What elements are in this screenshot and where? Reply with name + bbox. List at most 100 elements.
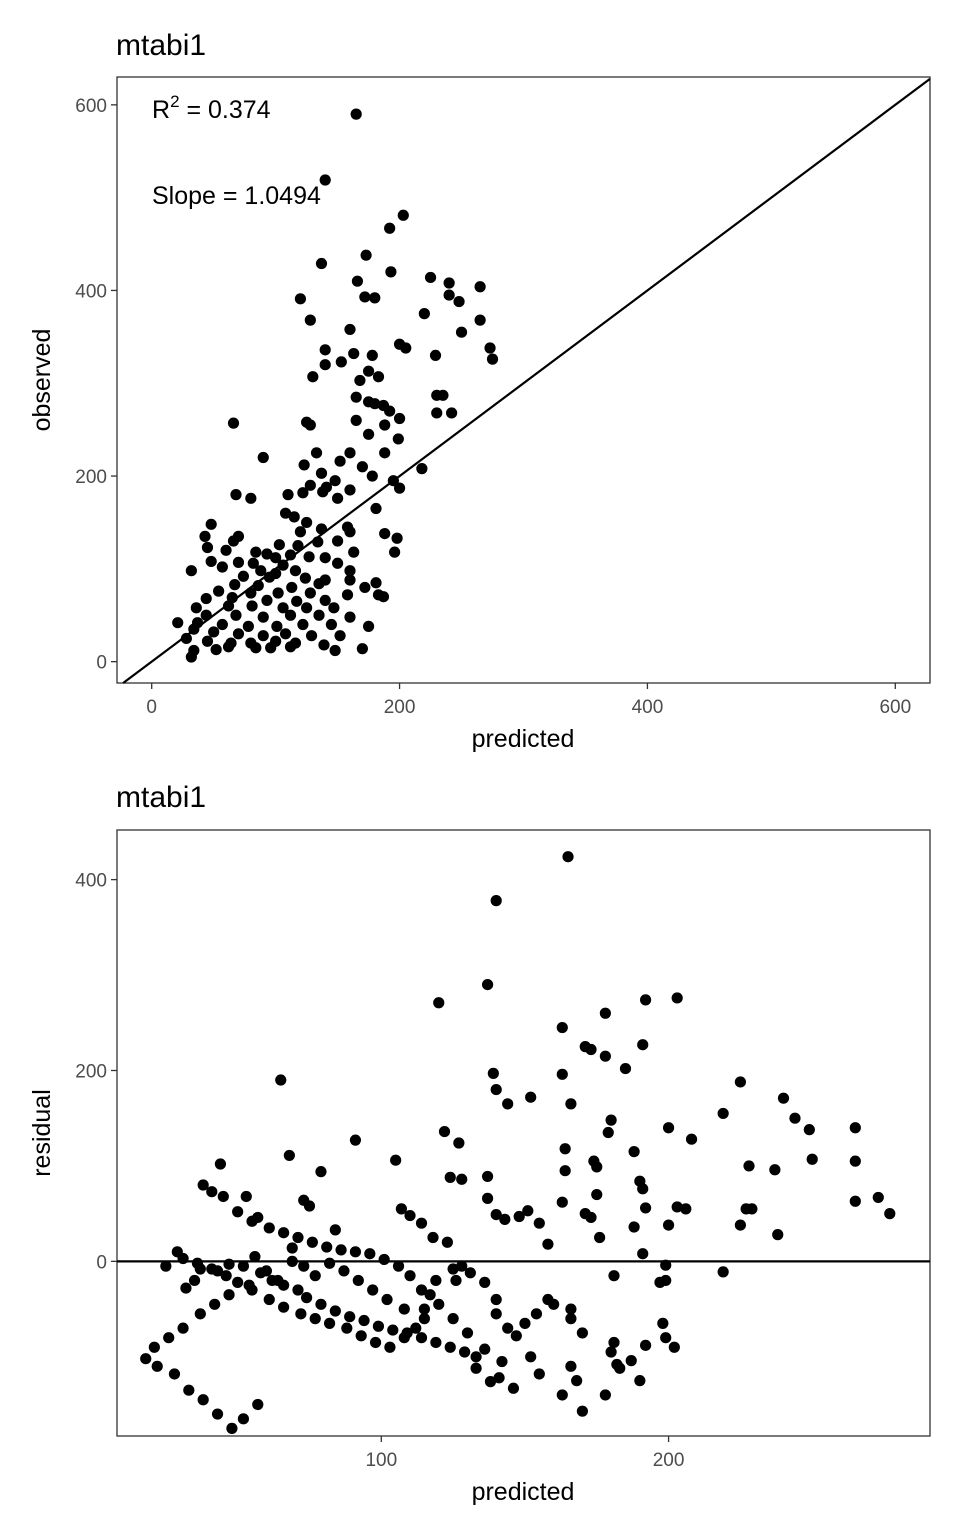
data-point [194, 1263, 206, 1275]
data-point [395, 1203, 408, 1215]
data-point [315, 467, 328, 479]
data-point [369, 292, 381, 304]
residual-vs-predicted-plot: mtabi1 100 200 0 200 400 predicted residual [28, 781, 931, 1506]
data-point [602, 1126, 614, 1139]
data-point [328, 602, 340, 614]
x-axis-ticks: 0 200 400 600 [146, 683, 911, 718]
data-point [344, 526, 356, 538]
data-point [362, 620, 375, 632]
data-point [397, 209, 409, 221]
data-point [232, 1276, 244, 1288]
data-point [319, 594, 331, 607]
plot-panel [116, 76, 931, 684]
data-point [319, 359, 331, 371]
data-point [379, 527, 391, 540]
data-point [639, 994, 652, 1006]
data-point [662, 1219, 675, 1231]
data-point [273, 539, 285, 551]
data-point [369, 1336, 382, 1349]
data-point [490, 1308, 502, 1320]
data-point [323, 1257, 336, 1269]
data-point [263, 571, 276, 583]
data-point [289, 565, 302, 577]
data-point [431, 407, 443, 419]
data-point [359, 291, 371, 303]
data-point [237, 570, 250, 582]
data-point [384, 1341, 396, 1353]
y-tick-label: 400 [75, 871, 107, 892]
data-point [490, 1208, 502, 1221]
data-point [362, 428, 375, 440]
data-point [591, 1161, 603, 1173]
data-point [344, 447, 356, 459]
data-point [772, 1229, 784, 1241]
data-point [430, 1336, 442, 1349]
data-point [348, 546, 360, 558]
data-point [240, 1190, 252, 1203]
data-point [605, 1346, 617, 1358]
data-point [556, 1389, 568, 1401]
data-point [286, 1242, 298, 1254]
data-point [533, 1368, 545, 1380]
data-point [671, 1201, 683, 1213]
data-point [391, 532, 403, 544]
data-point [513, 1210, 525, 1223]
data-point [671, 992, 683, 1004]
data-point [200, 609, 212, 621]
data-point [499, 1213, 511, 1225]
data-point [188, 1274, 201, 1287]
data-point [415, 1332, 428, 1344]
x-tick-label: 400 [632, 697, 664, 718]
r2-value: = 0.374 [180, 96, 271, 124]
data-point [213, 585, 225, 597]
data-point [576, 1405, 588, 1417]
data-point [348, 347, 360, 360]
data-point [257, 630, 269, 642]
data-point [356, 461, 368, 473]
data-point [282, 489, 294, 501]
data-point [303, 551, 315, 563]
data-point [255, 565, 267, 577]
data-point [332, 535, 344, 547]
data-point [304, 479, 316, 491]
data-point [226, 592, 238, 604]
data-point [481, 1192, 494, 1204]
data-point [341, 589, 354, 601]
data-point [270, 552, 282, 564]
data-point [474, 281, 486, 293]
data-point [433, 1298, 445, 1310]
data-point [398, 1303, 410, 1315]
data-point [474, 314, 486, 326]
data-point [245, 492, 257, 504]
data-point [206, 1186, 218, 1198]
data-point [410, 1322, 422, 1334]
data-point [232, 628, 245, 640]
data-point [257, 611, 269, 623]
data-point [284, 641, 297, 653]
data-point [404, 1270, 416, 1282]
y-axis-label: observed [28, 329, 56, 432]
data-point [559, 1165, 571, 1177]
data-point [277, 559, 289, 571]
data-point [250, 642, 262, 654]
data-point [484, 1376, 497, 1388]
data-point [277, 602, 289, 614]
r-squared-annotation: R2 = 0.374 [152, 92, 271, 124]
data-point [350, 414, 362, 426]
data-point [216, 561, 228, 573]
data-point [717, 1266, 729, 1278]
data-point [216, 618, 228, 631]
data-point [884, 1208, 896, 1220]
data-point [447, 1263, 459, 1275]
data-point [334, 455, 346, 467]
data-point [278, 1301, 290, 1313]
data-point [427, 1231, 439, 1244]
data-point [163, 1332, 175, 1344]
x-tick-label: 600 [879, 697, 911, 718]
data-point [668, 1341, 680, 1353]
data-point [634, 1375, 646, 1387]
y-tick-label: 0 [96, 1252, 107, 1273]
data-point [565, 1098, 577, 1110]
data-point [320, 481, 333, 493]
data-point [369, 398, 381, 410]
